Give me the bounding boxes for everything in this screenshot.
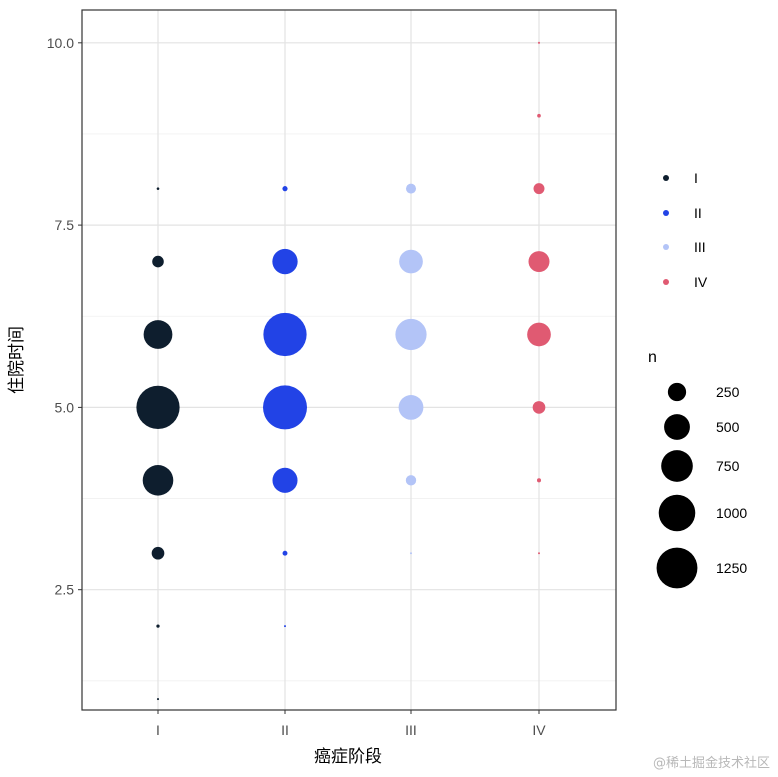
data-point <box>282 186 288 192</box>
y-axis-title: 住院时间 <box>7 326 27 394</box>
legend-size: 250 500 750 1000 1250 <box>656 382 747 589</box>
legend-key <box>663 244 669 250</box>
data-point <box>272 248 298 275</box>
legend-size-label: 1250 <box>716 560 747 576</box>
legend-size-key <box>656 547 698 589</box>
x-tick-label: II <box>281 722 289 738</box>
data-point <box>284 625 286 628</box>
data-point <box>156 698 160 701</box>
data-point <box>399 249 423 274</box>
legend-label: I <box>694 170 698 186</box>
x-axis-title: 癌症阶段 <box>314 747 382 767</box>
data-point <box>409 552 413 555</box>
data-point <box>152 255 164 268</box>
data-point <box>532 401 546 414</box>
y-tick-label: 5.0 <box>55 399 75 415</box>
grid-minor <box>82 133 616 682</box>
y-tick-label: 7.5 <box>55 217 75 233</box>
y-tick-label: 10.0 <box>47 35 74 51</box>
legend-size-key <box>664 414 690 440</box>
legend-size-label: 750 <box>716 458 740 474</box>
plot-panel-border <box>81 9 617 711</box>
legend-size-key <box>658 494 696 532</box>
legend-key <box>663 210 669 216</box>
data-points <box>136 41 551 701</box>
data-point <box>263 385 307 430</box>
legend-size-label: 500 <box>716 419 740 435</box>
legend-label: II <box>694 205 702 221</box>
x-tick-label: I <box>156 722 160 738</box>
data-point <box>156 187 160 190</box>
x-tick-label: III <box>405 722 417 738</box>
data-point <box>282 550 288 556</box>
legend-size-key <box>667 382 687 402</box>
data-point <box>533 183 545 195</box>
data-point <box>537 113 541 118</box>
data-point <box>272 467 298 493</box>
data-point <box>405 183 417 194</box>
data-point <box>536 478 542 483</box>
data-point <box>142 465 174 496</box>
legend-size-label: 250 <box>716 384 740 400</box>
y-tick-label: 2.5 <box>55 582 75 598</box>
data-point <box>537 41 541 44</box>
legend-label: III <box>694 239 706 255</box>
legend-size-label: 1000 <box>716 505 747 521</box>
data-point <box>151 546 165 560</box>
legend-size-title: n <box>648 349 657 366</box>
x-tick-label: IV <box>532 722 546 738</box>
axis-ticks: 2.55.07.510.0I II III IV <box>47 35 547 738</box>
data-point <box>395 318 427 351</box>
legend-key <box>663 175 669 181</box>
legend-size-key <box>661 450 693 482</box>
data-point <box>263 312 307 357</box>
data-point <box>528 251 550 273</box>
data-point <box>398 395 424 420</box>
grid-major <box>82 10 616 710</box>
data-point <box>143 320 173 349</box>
data-point <box>136 385 180 430</box>
legend-label: IV <box>694 274 708 290</box>
data-point <box>538 552 540 555</box>
watermark: @稀土掘金技术社区 <box>652 756 770 771</box>
legend-key <box>663 279 669 285</box>
data-point <box>405 475 417 486</box>
data-point <box>156 624 160 628</box>
data-point <box>527 322 551 347</box>
